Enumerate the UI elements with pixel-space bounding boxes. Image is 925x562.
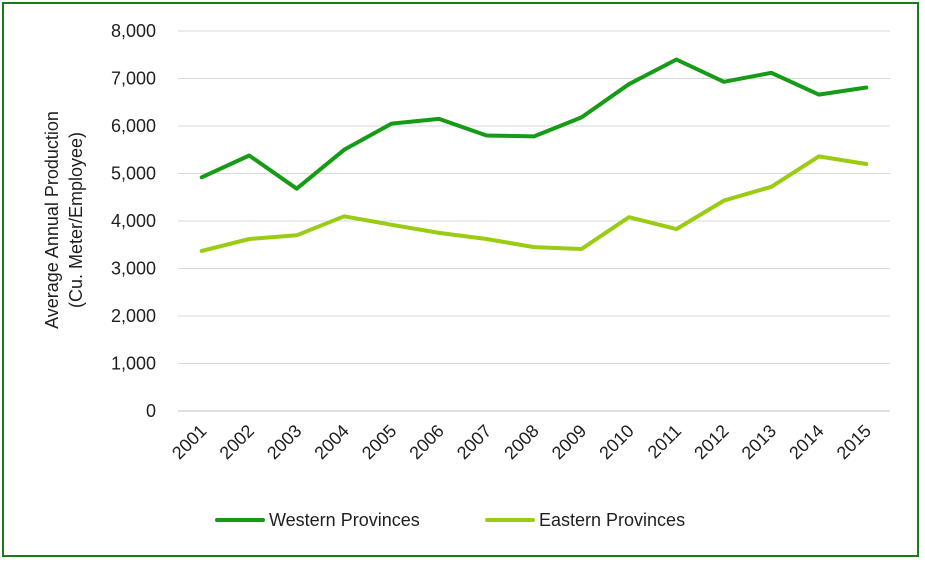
x-tick-label: 2013 <box>738 421 780 463</box>
y-tick-label: 2,000 <box>111 306 156 326</box>
x-tick-label: 2015 <box>833 421 875 463</box>
y-tick-label: 3,000 <box>111 259 156 279</box>
x-tick-label: 2002 <box>216 421 258 463</box>
legend-label-1: Western Provinces <box>269 510 420 530</box>
x-tick-labels: 2001 2002 2003 2004 2005 2006 2007 2008 2009 2010… <box>168 421 875 463</box>
x-tick-label: 2005 <box>358 421 400 463</box>
y-axis-title-line2: (Cu. Meter/Employee) <box>66 132 86 308</box>
x-tick-label: 2014 <box>785 421 827 463</box>
x-tick-label: 2003 <box>263 421 305 463</box>
y-axis-title-line1: Average Annual Production <box>42 111 62 329</box>
y-tick-label: 8,000 <box>111 21 156 41</box>
y-tick-label: 1,000 <box>111 354 156 374</box>
y-tick-label: 6,000 <box>111 116 156 136</box>
x-tick-label: 2009 <box>548 421 590 463</box>
gridlines <box>178 30 890 412</box>
series-line-1 <box>199 57 869 191</box>
legend-label-2: Eastern Provinces <box>539 510 685 530</box>
y-tick-label: 4,000 <box>111 211 156 231</box>
series-lines <box>199 57 869 253</box>
series-line-2 <box>199 154 869 253</box>
x-tick-label: 2008 <box>500 421 542 463</box>
x-tick-label: 2001 <box>168 421 210 463</box>
x-tick-label: 2011 <box>644 421 686 463</box>
x-tick-label: 2012 <box>690 421 732 463</box>
x-tick-label: 2007 <box>453 421 495 463</box>
y-tick-label: 0 <box>146 401 156 421</box>
x-tick-label: 2010 <box>595 421 637 463</box>
y-tick-label: 7,000 <box>111 69 156 89</box>
chart-frame <box>2 2 919 557</box>
x-tick-label: 2006 <box>405 421 447 463</box>
y-tick-label: 5,000 <box>111 164 156 184</box>
x-tick-label: 2004 <box>311 421 353 463</box>
y-tick-labels: 0 1,000 2,000 3,000 4,000 5,000 6,000 7,000 8,00… <box>111 21 156 421</box>
legend: Western Provinces Eastern Provinces <box>215 510 685 530</box>
